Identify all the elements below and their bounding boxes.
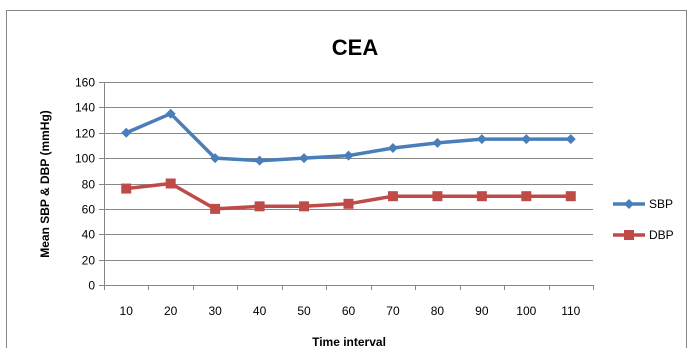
data-point-sbp <box>254 155 265 166</box>
data-point-dbp <box>565 191 576 202</box>
x-tick-label: 110 <box>561 304 580 318</box>
y-tick-label: 0 <box>88 279 95 293</box>
data-point-sbp <box>165 108 176 119</box>
data-point-dbp <box>432 191 443 202</box>
data-point-dbp <box>165 178 176 189</box>
y-tick-label: 80 <box>82 178 96 192</box>
y-tick-label: 40 <box>82 228 96 242</box>
y-tick-label: 20 <box>82 254 96 268</box>
data-point-dbp <box>254 201 265 212</box>
x-axis-title: Time interval <box>312 335 386 348</box>
data-point-dbp <box>343 198 354 209</box>
x-tick-label: 80 <box>431 304 445 318</box>
series-lines <box>121 108 576 214</box>
data-point-sbp <box>343 150 354 161</box>
x-tick-label: 40 <box>253 304 267 318</box>
y-axis-title: Mean SBP & DBP (mmHg) <box>38 110 52 258</box>
data-point-dbp <box>121 183 132 194</box>
data-point-dbp <box>387 191 398 202</box>
y-tick-label: 100 <box>75 152 95 166</box>
legend-label-dbp: DBP <box>649 228 674 242</box>
x-axis: 10 20 30 40 50 60 70 80 90 100 110 <box>104 285 594 318</box>
data-point-dbp <box>476 191 487 202</box>
data-point-sbp <box>476 134 487 145</box>
chart-border <box>6 10 687 353</box>
x-tick-label: 90 <box>475 304 489 318</box>
data-point-dbp <box>521 191 532 202</box>
y-tick-label: 60 <box>82 203 96 217</box>
data-point-sbp <box>432 137 443 148</box>
x-tick-label: 60 <box>342 304 356 318</box>
data-point-sbp <box>210 153 221 164</box>
x-tick-label: 50 <box>297 304 311 318</box>
y-tick-label: 160 <box>75 76 95 90</box>
y-axis: 0 20 40 60 80 100 120 140 160 <box>75 76 105 293</box>
data-point-sbp <box>299 153 310 164</box>
legend: SBP DBP <box>613 197 674 242</box>
x-tick-label: 70 <box>386 304 400 318</box>
x-tick-label: 20 <box>164 304 178 318</box>
data-point-sbp <box>565 134 576 145</box>
y-tick-label: 120 <box>75 127 95 141</box>
legend-marker-sbp <box>624 199 634 209</box>
x-tick-label: 100 <box>516 304 536 318</box>
x-tick-label: 10 <box>120 304 134 318</box>
chart-title: CEA <box>332 35 379 60</box>
data-point-sbp <box>121 127 132 138</box>
legend-marker-dbp <box>624 230 634 240</box>
y-tick-label: 140 <box>75 101 95 115</box>
data-point-dbp <box>210 203 221 214</box>
data-point-sbp <box>521 134 532 145</box>
legend-label-sbp: SBP <box>649 197 673 211</box>
x-tick-label: 30 <box>208 304 222 318</box>
data-point-dbp <box>299 201 310 212</box>
data-point-sbp <box>387 142 398 153</box>
